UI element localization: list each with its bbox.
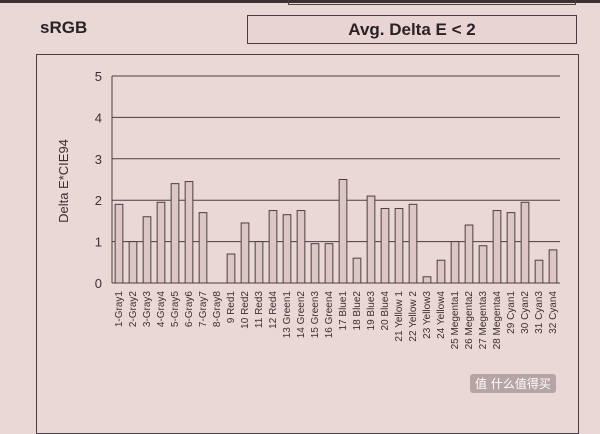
- bar-11: [254, 241, 264, 284]
- x-tick-label: 5-Gray5: [170, 291, 181, 328]
- bar-13: [282, 214, 292, 284]
- bar-27: [478, 245, 488, 284]
- x-tick-label: 24 Yellow4: [436, 291, 447, 339]
- bar-12: [268, 210, 278, 284]
- x-tick-label: 10 Red2: [240, 291, 251, 329]
- y-tick-label: 1: [95, 235, 102, 250]
- bar-15: [310, 243, 320, 284]
- y-tick-label: 0: [95, 276, 102, 291]
- top-border: [0, 0, 600, 3]
- bar-30: [520, 201, 530, 284]
- top-frame: [288, 0, 576, 5]
- bar-2: [128, 241, 138, 284]
- x-tick-label: 27 Megenta3: [478, 291, 489, 350]
- bar-28: [492, 210, 502, 284]
- y-axis-label: Delta E*CIE94: [56, 139, 71, 223]
- bar-5: [170, 183, 180, 284]
- x-tick-label: 14 Green2: [296, 291, 307, 339]
- bar-4: [156, 201, 166, 284]
- x-tick-label: 4-Gray4: [156, 291, 167, 328]
- x-tick-label: 15 Green3: [310, 291, 321, 339]
- summary-text: Avg. Delta E < 2: [348, 19, 476, 39]
- bar-19: [366, 195, 376, 284]
- x-tick-label: 20 Blue4: [380, 291, 391, 331]
- x-tick-label: 28 Megenta4: [492, 291, 503, 350]
- y-tick-label: 4: [95, 110, 102, 125]
- x-tick-label: 16 Green4: [324, 291, 335, 339]
- x-tick-label: 32 Cyan4: [548, 291, 559, 334]
- x-tick-label: 26 Megenta2: [464, 291, 475, 350]
- bar-26: [464, 224, 474, 284]
- summary-box: Avg. Delta E < 2: [247, 15, 577, 44]
- x-tick-label: 17 Blue1: [338, 291, 349, 331]
- bar-25: [450, 241, 460, 284]
- y-axis-ticks: 0 1 2 3 4 5: [95, 69, 102, 291]
- bar-16: [324, 243, 334, 284]
- bar-23: [422, 276, 432, 284]
- bar-9: [226, 253, 236, 284]
- bar-21: [394, 207, 404, 284]
- watermark-logo: 值 什么值得买: [470, 374, 556, 393]
- bar-20: [380, 207, 390, 284]
- x-axis-labels: 1-Gray1 2-Gray2 3-Gray3 4-Gray4 5-Gray5 6-Gra…: [114, 291, 559, 350]
- bar-24: [436, 259, 446, 284]
- x-tick-label: 7-Gray7: [198, 291, 209, 328]
- x-tick-label: 2-Gray2: [128, 291, 139, 328]
- x-tick-label: 19 Blue3: [366, 291, 377, 331]
- x-tick-label: 8-Gray8: [212, 291, 223, 328]
- bar-17: [338, 179, 348, 284]
- bar-series: [114, 179, 558, 284]
- x-tick-label: 18 Blue2: [352, 291, 363, 331]
- x-tick-label: 21 Yellow 1: [394, 291, 405, 342]
- y-tick-label: 5: [95, 69, 102, 84]
- y-tick-label: 3: [95, 152, 102, 167]
- bar-22: [408, 203, 418, 284]
- y-tick-label: 2: [95, 193, 102, 208]
- bar-31: [534, 259, 544, 284]
- x-tick-label: 3-Gray3: [142, 291, 153, 328]
- bar-18: [352, 257, 362, 284]
- bar-3: [142, 216, 152, 284]
- x-tick-label: 11 Red3: [254, 291, 265, 329]
- x-tick-label: 9 Red1: [226, 291, 237, 324]
- x-tick-label: 31 Cyan3: [534, 291, 545, 334]
- color-profile-label: sRGB: [40, 18, 88, 37]
- bar-6: [184, 181, 194, 284]
- bar-10: [240, 222, 250, 284]
- x-tick-label: 6-Gray6: [184, 291, 195, 328]
- x-tick-label: 13 Green1: [282, 291, 293, 339]
- x-tick-label: 23 Yellow3: [422, 291, 433, 339]
- x-tick-label: 29 Cyan1: [506, 291, 517, 334]
- x-tick-label: 30 Cyan2: [520, 291, 531, 334]
- bar-14: [296, 210, 306, 284]
- x-tick-label: 22 Yellow 2: [408, 291, 419, 342]
- x-tick-label: 25 Megenta1: [450, 291, 461, 350]
- bar-1: [114, 203, 124, 284]
- x-tick-label: 12 Red4: [268, 291, 279, 329]
- x-tick-label: 1-Gray1: [114, 291, 125, 328]
- bar-29: [506, 212, 516, 284]
- delta-e-bar-chart: 0 1 2 3 4 5 1-Gray1 2-Gray2 3-Gray3 4-Gray4 5-Gra…: [56, 69, 560, 350]
- bar-7: [198, 212, 208, 284]
- bar-32: [548, 249, 558, 284]
